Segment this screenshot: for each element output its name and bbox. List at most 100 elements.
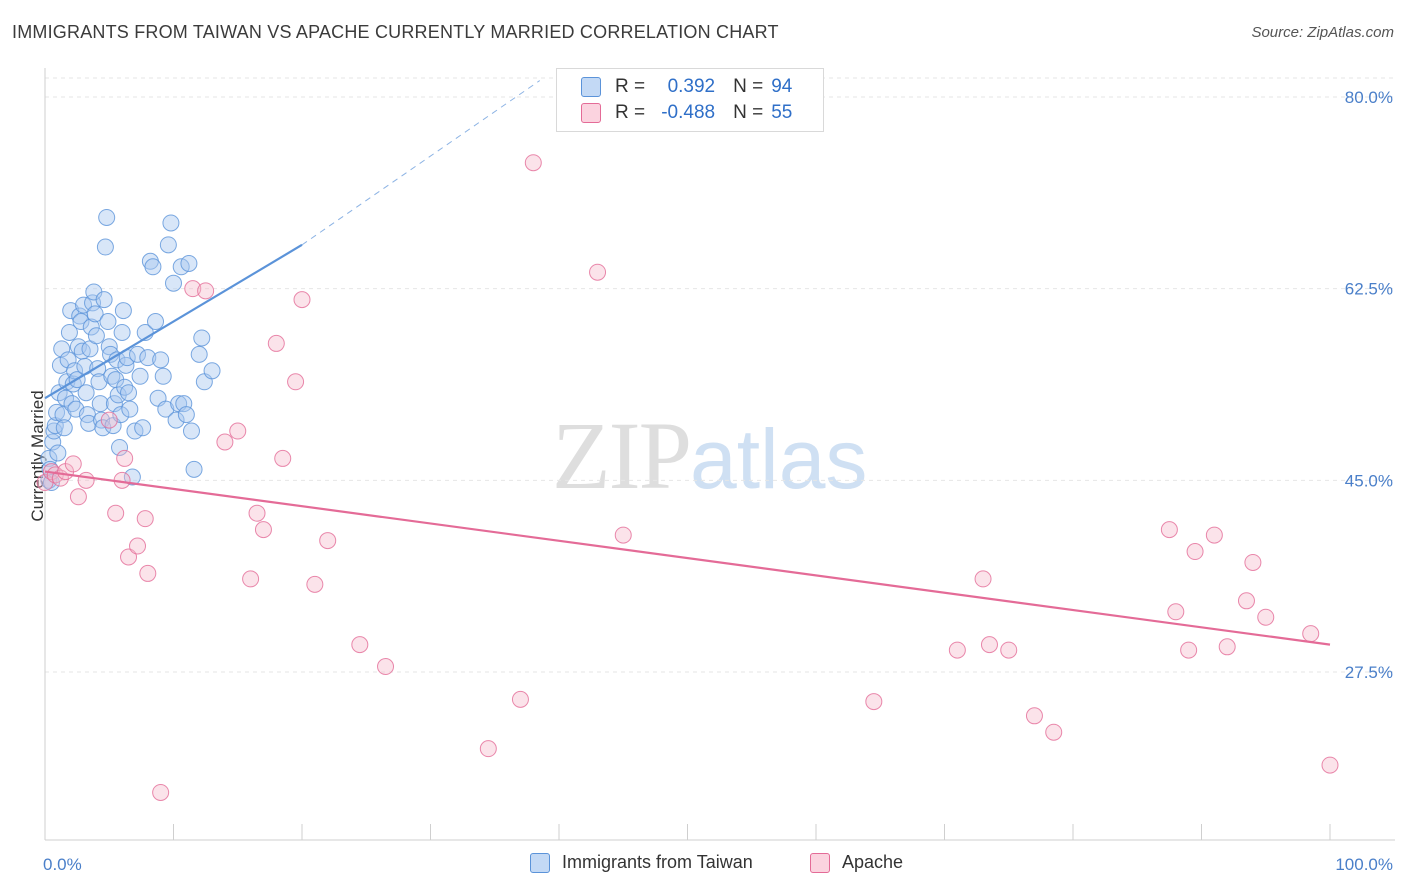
correlation-legend: R = 0.392 N = 94 R = -0.488 N = 55 — [556, 68, 824, 132]
data-point-taiwan — [86, 305, 104, 323]
data-point-taiwan — [165, 274, 182, 292]
trendline-apache — [44, 470, 1331, 646]
data-point-apache — [589, 263, 607, 281]
data-point-apache — [248, 504, 266, 522]
data-point-taiwan — [144, 258, 162, 276]
data-point-apache — [107, 504, 125, 522]
data-point-apache — [293, 291, 311, 309]
data-point-apache — [139, 564, 157, 582]
data-point-taiwan — [147, 313, 165, 331]
data-point-apache — [377, 658, 395, 676]
data-point-taiwan — [62, 302, 80, 320]
legend-n-label: N = — [733, 76, 764, 97]
data-point-taiwan — [91, 395, 109, 413]
legend-item-apache[interactable]: Apache — [810, 852, 903, 873]
data-point-taiwan — [193, 329, 211, 347]
data-point-apache — [980, 636, 998, 654]
legend-r-label: R = — [615, 102, 646, 123]
data-point-taiwan — [45, 422, 63, 440]
data-point-apache — [242, 570, 260, 588]
x-tick-label: 100.0% — [1335, 855, 1393, 874]
legend-n-value: 94 — [771, 76, 793, 97]
legend-swatch-taiwan — [530, 852, 550, 873]
chart-title: IMMIGRANTS FROM TAIWAN VS APACHE CURRENT… — [12, 22, 779, 42]
data-point-apache — [116, 449, 134, 467]
data-point-apache — [136, 510, 154, 528]
data-point-taiwan — [77, 384, 95, 402]
data-point-taiwan — [55, 419, 73, 437]
data-point-apache — [351, 636, 369, 654]
legend-r-value: 0.392 — [667, 76, 716, 97]
data-point-apache — [319, 532, 337, 550]
data-point-taiwan — [40, 449, 58, 467]
data-point-taiwan — [54, 406, 72, 424]
legend-n-label: N = — [733, 102, 764, 123]
data-point-taiwan — [96, 238, 114, 256]
data-point-taiwan — [121, 400, 139, 418]
source-credit: Source: ZipAtlas.com — [1251, 24, 1394, 41]
data-point-taiwan — [162, 214, 180, 232]
data-point-taiwan — [139, 349, 157, 367]
data-point-apache — [197, 282, 215, 300]
data-point-taiwan — [152, 351, 170, 369]
data-point-apache — [77, 471, 95, 489]
data-point-apache — [614, 526, 632, 544]
data-point-taiwan — [49, 444, 67, 462]
data-point-taiwan — [95, 291, 113, 309]
legend-row-apache: R = -0.488 N = 55 — [581, 100, 792, 126]
data-point-taiwan — [114, 302, 132, 320]
data-point-apache — [974, 570, 992, 588]
trendline-taiwan — [44, 243, 303, 400]
data-point-taiwan — [180, 254, 198, 272]
data-point-taiwan — [134, 419, 152, 437]
data-point-apache — [1302, 625, 1320, 643]
data-point-taiwan — [44, 433, 62, 451]
data-point-apache — [1237, 592, 1255, 610]
data-point-apache — [1257, 608, 1275, 626]
data-point-apache — [1321, 756, 1339, 774]
legend-swatch-taiwan — [581, 77, 601, 97]
data-point-apache — [184, 280, 202, 298]
data-point-apache — [274, 449, 292, 467]
data-point-taiwan — [72, 313, 90, 331]
data-point-taiwan — [82, 318, 100, 336]
data-point-taiwan — [113, 323, 131, 341]
data-point-taiwan — [167, 411, 185, 429]
data-point-apache — [1218, 638, 1236, 656]
data-point-apache — [100, 411, 118, 429]
data-point-taiwan — [90, 373, 108, 391]
legend-n-value: 55 — [771, 102, 793, 123]
data-point-taiwan — [99, 313, 117, 331]
data-point-taiwan — [157, 400, 175, 418]
legend-item-taiwan[interactable]: Immigrants from Taiwan — [530, 852, 753, 873]
series-legend: Immigrants from Taiwan Apache — [0, 852, 1406, 878]
y-tick-label: 80.0% — [1345, 88, 1393, 107]
data-point-apache — [152, 783, 170, 801]
data-point-apache — [306, 575, 324, 593]
y-tick-label: 62.5% — [1345, 280, 1393, 299]
y-tick-label: 27.5% — [1345, 663, 1393, 682]
legend-label-taiwan: Immigrants from Taiwan — [562, 852, 753, 872]
data-point-apache — [120, 548, 138, 566]
data-point-apache — [511, 690, 529, 708]
data-point-taiwan — [185, 460, 203, 478]
data-point-taiwan — [98, 208, 116, 226]
data-point-apache — [1244, 553, 1262, 571]
data-point-apache — [1205, 526, 1223, 544]
data-point-apache — [267, 334, 285, 352]
data-point-apache — [865, 693, 883, 711]
y-tick-label: 45.0% — [1345, 471, 1393, 490]
legend-swatch-apache — [810, 852, 830, 873]
data-point-taiwan — [59, 351, 77, 369]
data-point-apache — [1160, 521, 1178, 539]
legend-r-label: R = — [615, 76, 646, 97]
data-point-apache — [254, 521, 272, 539]
data-point-apache — [216, 433, 234, 451]
data-point-taiwan — [87, 327, 105, 345]
legend-r-value: -0.488 — [661, 102, 716, 123]
data-point-taiwan — [177, 406, 195, 424]
data-point-apache — [948, 641, 966, 659]
data-point-apache — [287, 373, 305, 391]
data-point-taiwan — [123, 468, 141, 486]
